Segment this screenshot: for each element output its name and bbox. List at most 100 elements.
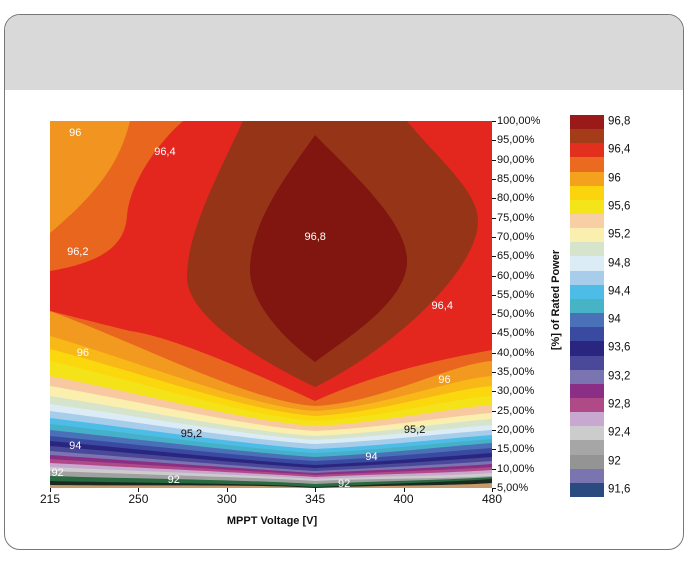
legend-swatch	[570, 199, 604, 215]
legend-swatch	[570, 369, 604, 385]
y-tick-mark	[492, 140, 496, 142]
contour-label: 96	[76, 346, 89, 359]
y-tick-mark	[492, 217, 496, 219]
y-tick-label: 50,00%	[497, 308, 535, 321]
y-tick-label: 70,00%	[497, 230, 535, 243]
legend-swatch	[570, 129, 604, 144]
y-tick-mark	[492, 256, 496, 258]
y-tick-label: 30,00%	[497, 385, 535, 398]
legend-swatch	[570, 256, 604, 272]
contour-label: 96,4	[154, 145, 176, 158]
y-tick-mark	[492, 372, 496, 374]
contour-label: 92	[167, 474, 180, 487]
region-96-8	[250, 135, 407, 362]
legend-label: 93,2	[608, 370, 631, 383]
y-tick-label: 5,00%	[497, 482, 529, 494]
y-tick-label: 60,00%	[497, 269, 535, 282]
contour-label: 95,2	[180, 427, 203, 440]
y-tick-mark	[492, 391, 496, 393]
legend-swatch	[570, 454, 604, 470]
legend-label: 92,4	[608, 426, 631, 439]
legend-label: 91,6	[608, 483, 631, 496]
y-tick-mark	[492, 430, 496, 432]
y-tick-mark	[492, 314, 496, 316]
x-tick-label: 480	[481, 492, 503, 506]
contour-plot	[50, 121, 492, 488]
y-tick-label: 55,00%	[497, 288, 535, 301]
y-axis-title: [%] of Rated Power	[550, 249, 562, 351]
y-tick-label: 10,00%	[497, 462, 535, 475]
x-tick-mark	[403, 488, 405, 492]
y-tick-label: 95,00%	[497, 134, 535, 147]
legend-swatch	[570, 115, 604, 130]
y-tick-mark	[492, 159, 496, 161]
y-tick-mark	[492, 488, 496, 489]
legend-swatch	[570, 383, 604, 399]
y-tick-mark	[492, 121, 496, 122]
y-tick-mark	[492, 449, 496, 451]
contour-label: 96,8	[304, 230, 326, 243]
y-tick-label: 20,00%	[497, 424, 535, 437]
y-tick-label: 40,00%	[497, 346, 535, 359]
contour-label: 94	[69, 439, 82, 452]
legend-label: 94	[608, 313, 621, 326]
legend-swatch	[570, 242, 604, 257]
x-tick-label: 215	[39, 492, 61, 506]
y-tick-label: 80,00%	[497, 192, 535, 205]
legend-swatch	[570, 298, 604, 314]
legend-swatch	[570, 228, 604, 243]
legend-label: 96	[608, 172, 621, 185]
contour-label: 96,4	[431, 300, 453, 313]
y-tick-label: 65,00%	[497, 250, 535, 263]
y-tick-mark	[492, 198, 496, 200]
legend-label: 94,4	[608, 285, 631, 298]
contour-bands	[50, 311, 492, 488]
x-tick-label: 250	[128, 492, 149, 506]
y-tick-label: 90,00%	[497, 153, 535, 166]
legend-label: 92,8	[608, 398, 631, 411]
legend-swatch	[570, 214, 604, 229]
y-tick-mark	[492, 294, 496, 296]
legend-swatch	[570, 143, 604, 158]
contour-label: 94	[365, 451, 378, 464]
contour-label: 92	[51, 466, 64, 479]
legend-swatch	[570, 270, 604, 286]
x-tick-mark	[226, 488, 228, 492]
legend-swatch	[570, 426, 604, 441]
x-tick-label: 300	[216, 492, 237, 506]
y-tick-mark	[492, 352, 496, 354]
x-tick-label: 400	[393, 492, 414, 506]
x-tick-mark	[138, 488, 140, 492]
y-tick-label: 85,00%	[497, 172, 535, 185]
legend-swatch	[570, 440, 604, 456]
contour-label: 96,2	[67, 246, 89, 259]
y-tick-label: 45,00%	[497, 327, 535, 340]
contour-label: 92	[338, 478, 351, 491]
x-tick-mark	[315, 488, 317, 492]
y-tick-mark	[492, 275, 496, 277]
y-tick-label: 25,00%	[497, 404, 535, 417]
legend-swatch	[570, 341, 604, 356]
legend-swatch	[570, 482, 604, 498]
y-tick-label: 75,00%	[497, 211, 535, 224]
legend-swatch	[570, 397, 604, 413]
contour-label: 95,2	[403, 424, 426, 437]
legend-label: 96,4	[608, 143, 631, 156]
legend-swatch	[570, 327, 604, 342]
y-tick-label: 100,00%	[497, 115, 541, 127]
x-axis-title: MPPT Voltage [V]	[226, 515, 318, 527]
legend-swatch	[570, 468, 604, 484]
y-tick-mark	[492, 178, 496, 180]
legend-swatch	[570, 313, 604, 328]
x-tick-mark	[492, 488, 493, 492]
y-tick-mark	[492, 236, 496, 238]
x-tick-mark	[50, 488, 51, 492]
legend-label: 95,6	[608, 200, 631, 213]
region-96	[50, 121, 130, 233]
legend-swatch	[570, 157, 604, 173]
y-tick-label: 35,00%	[497, 366, 535, 379]
contour-band	[50, 483, 492, 488]
legend-swatch	[570, 171, 604, 187]
y-tick-mark	[492, 410, 496, 412]
y-tick-mark	[492, 468, 496, 470]
